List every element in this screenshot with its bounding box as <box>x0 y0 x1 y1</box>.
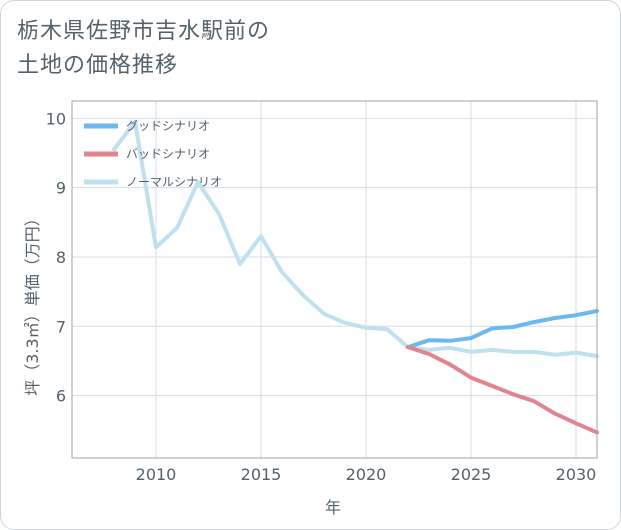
x-tick-label-2020: 2020 <box>346 465 387 484</box>
legend-label-0: グッドシナリオ <box>126 119 210 133</box>
series-line-0 <box>406 309 599 350</box>
series-line-1 <box>406 345 599 435</box>
y-axis-title: 坪（3.3㎡）単価（万円） <box>23 210 42 395</box>
x-tick-label-2030: 2030 <box>556 465 597 484</box>
x-axis-title: 年 <box>325 498 341 517</box>
grid <box>72 101 597 458</box>
chart-title: 栃木県佐野市吉水駅前の 土地の価格推移 <box>17 15 437 83</box>
chart-title-line-1: 栃木県佐野市吉水駅前の <box>17 19 271 44</box>
series-line-2 <box>112 119 599 359</box>
axes: 2010 2015 2020 2025 2030 6 7 8 9 10 <box>46 100 598 484</box>
y-tick-label-8: 8 <box>56 248 66 267</box>
x-tick-label-2025: 2025 <box>451 465 492 484</box>
y-tick-label-6: 6 <box>56 387 66 406</box>
y-tick-label-7: 7 <box>56 317 66 336</box>
y-tick-label-9: 9 <box>56 179 66 198</box>
series-lines <box>112 119 599 435</box>
legend-label-2: ノーマルシナリオ <box>126 175 222 189</box>
x-tick-label-2010: 2010 <box>136 465 177 484</box>
plot-frame <box>71 100 598 459</box>
legend-label-1: バッドシナリオ <box>126 147 210 161</box>
y-tick-label-10: 10 <box>46 109 66 128</box>
chart-title-line-2: 土地の価格推移 <box>17 53 179 78</box>
x-tick-label-2015: 2015 <box>241 465 282 484</box>
